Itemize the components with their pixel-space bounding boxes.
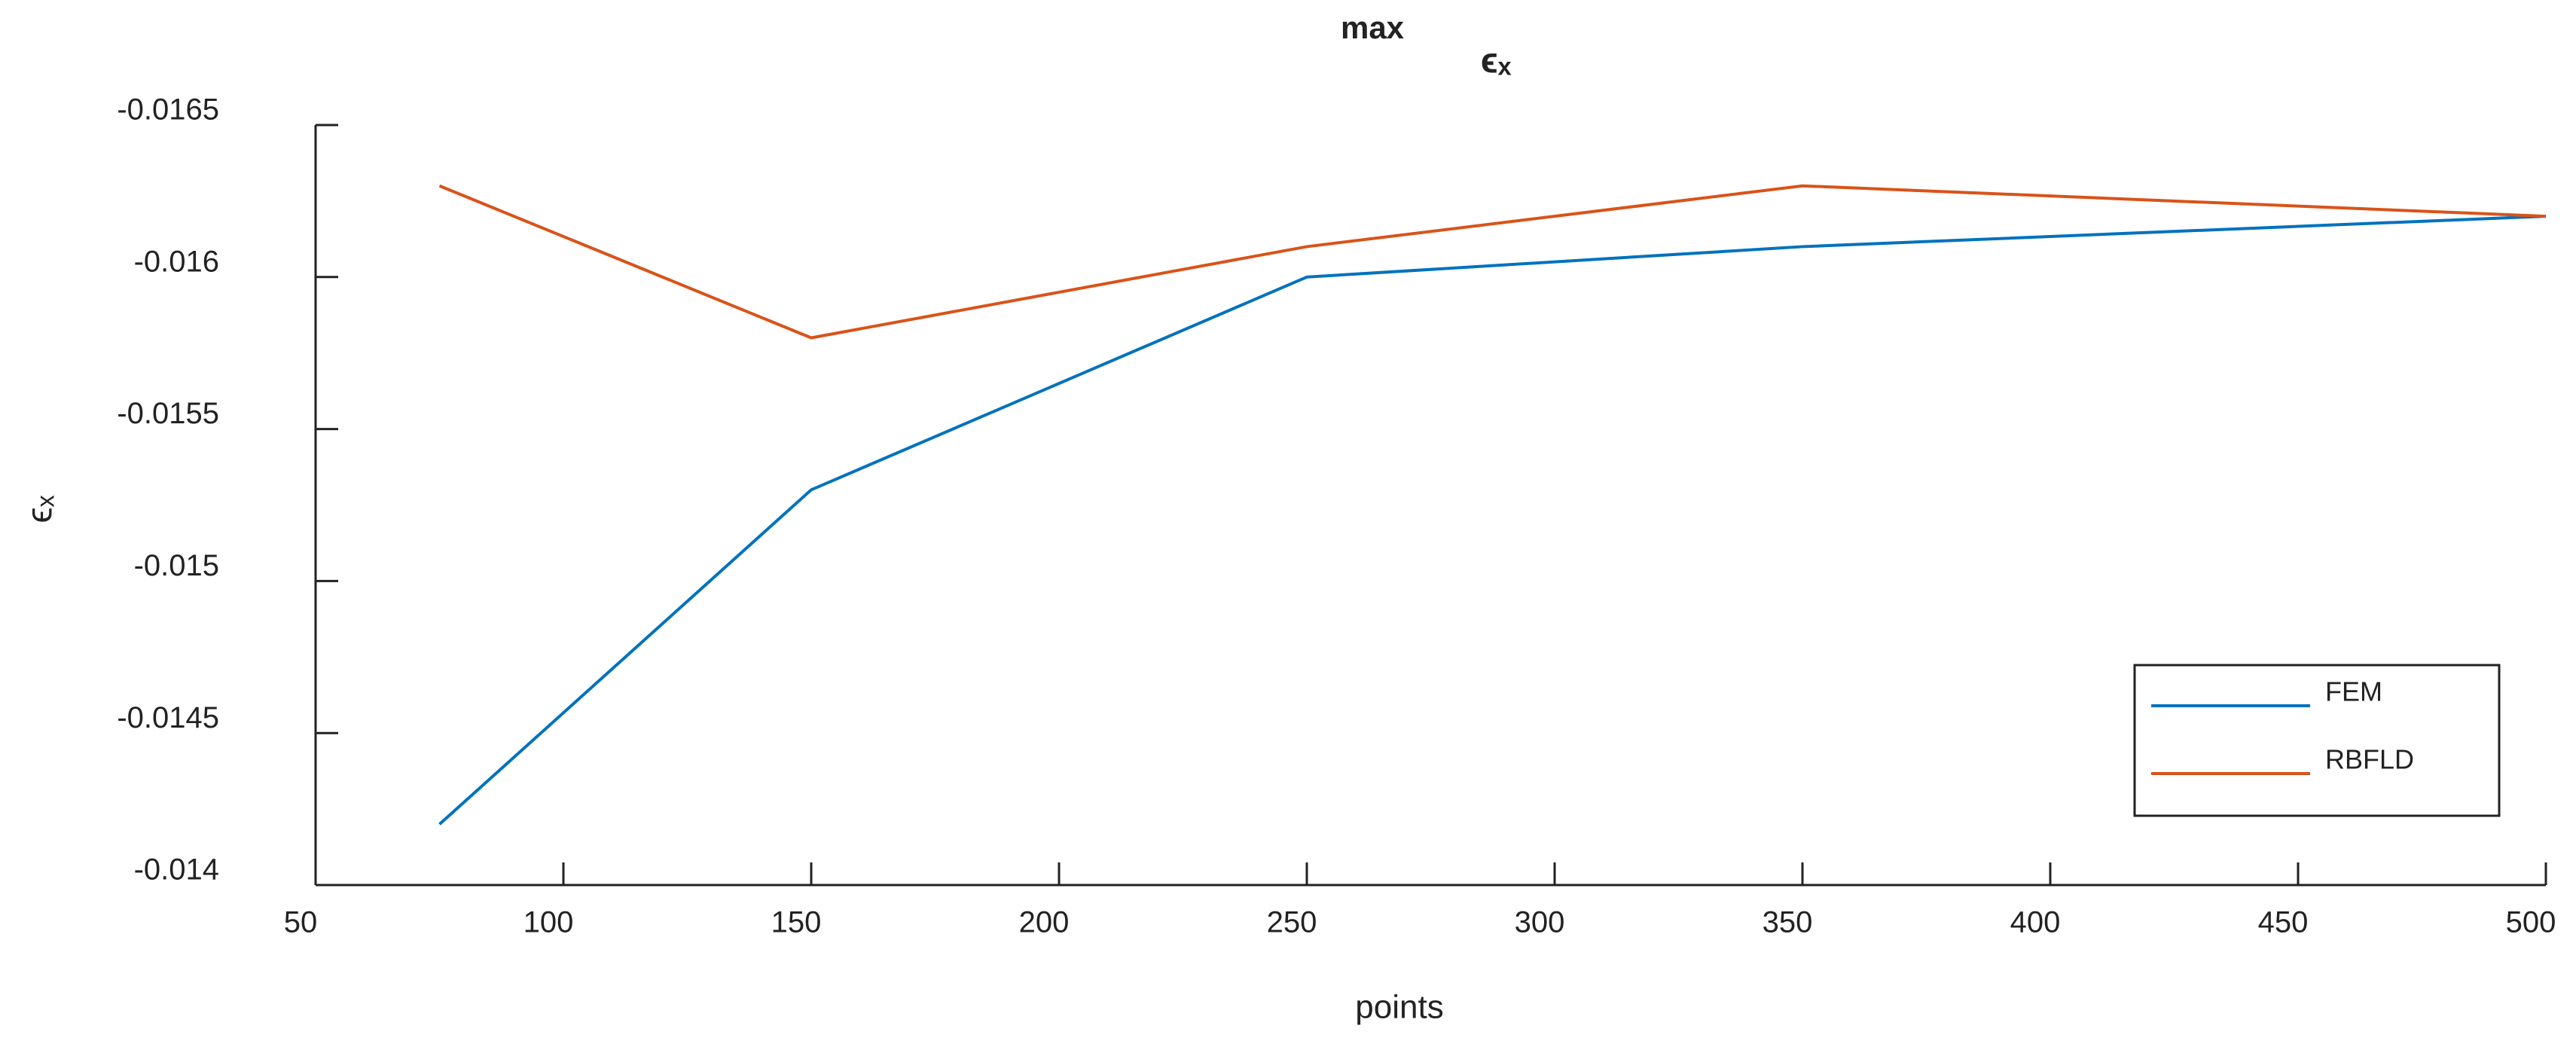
x-tick-label: 450 xyxy=(2258,906,2309,939)
x-tick-label: 100 xyxy=(523,906,574,939)
x-tick-label: 200 xyxy=(1019,906,1070,939)
y-tick-label: -0.016 xyxy=(134,245,219,278)
y-axis-label: ϵₓ xyxy=(20,495,60,523)
y-tick-label: -0.0145 xyxy=(117,701,219,734)
y-tick-label: -0.0165 xyxy=(117,93,219,127)
data-line xyxy=(438,215,2547,826)
chart-title: max xyxy=(1341,10,1405,45)
x-tick-label: 50 xyxy=(284,906,318,939)
x-tick-label: 350 xyxy=(1763,906,1813,939)
x-tick-label: 150 xyxy=(771,906,822,939)
x-tick-label: 400 xyxy=(2010,906,2061,939)
data-line xyxy=(438,184,2547,340)
x-tick-label: 500 xyxy=(2506,906,2556,939)
y-tick-label: -0.014 xyxy=(134,853,219,887)
legend-label: RBFLD xyxy=(2325,744,2414,775)
legend-box xyxy=(2133,664,2501,817)
legend-label: FEM xyxy=(2325,676,2382,707)
x-tick-label: 300 xyxy=(1515,906,1565,939)
chart-subtitle: ϵₓ xyxy=(1481,41,1512,81)
y-tick-label: -0.0155 xyxy=(117,397,219,430)
x-tick-label: 250 xyxy=(1267,906,1317,939)
y-tick-label: -0.015 xyxy=(134,549,219,582)
x-axis-label: points xyxy=(1355,989,1443,1026)
